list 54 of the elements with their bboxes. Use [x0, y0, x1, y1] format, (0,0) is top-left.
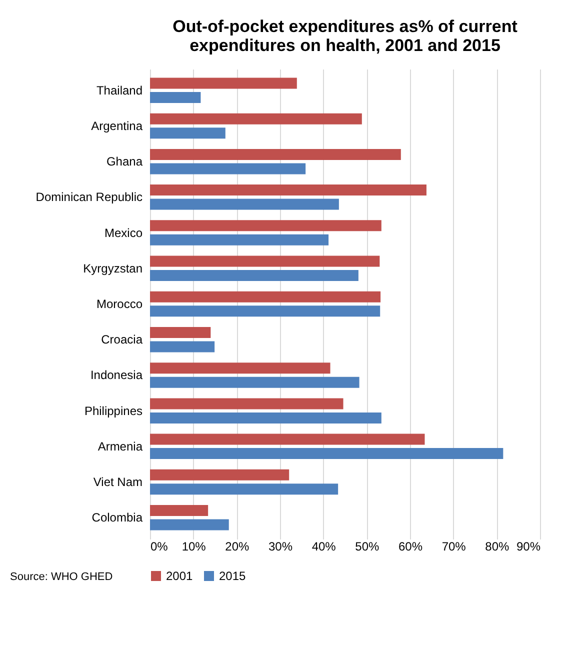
y-tick-label: Kyrgyzstan	[83, 261, 142, 276]
bar	[150, 256, 380, 267]
text: Out-of-pocket expenditures as% of current	[172, 17, 518, 36]
legend-label: 2001	[166, 569, 194, 583]
bar	[150, 78, 297, 89]
x-tick-label: 60%	[398, 540, 423, 554]
x-tick-label: 30%	[268, 540, 293, 554]
x-tick-label: 0%	[150, 540, 168, 554]
bar	[150, 505, 208, 516]
bar	[150, 198, 339, 210]
bar	[150, 306, 380, 317]
bar	[150, 220, 382, 232]
bar	[150, 113, 362, 124]
bar	[150, 92, 201, 103]
y-tick-label: Argentina	[91, 118, 143, 133]
bar	[150, 326, 211, 338]
y-tick-label: Croacia	[101, 332, 143, 347]
bar	[150, 469, 290, 480]
bar	[150, 341, 215, 352]
y-tick-label: Thailand	[96, 83, 142, 98]
y-tick-label: Armenia	[98, 439, 143, 454]
bar	[150, 163, 306, 174]
bar	[150, 398, 344, 410]
bar	[150, 270, 358, 282]
bar	[150, 362, 330, 374]
legend-label: 2015	[219, 569, 246, 583]
bar	[150, 234, 329, 246]
bar	[150, 376, 360, 388]
y-tick-label: Morocco	[96, 297, 143, 311]
bar	[150, 291, 381, 302]
bar	[150, 434, 425, 445]
y-tick-label: Indonesia	[90, 368, 143, 382]
bar	[150, 128, 226, 139]
x-tick-label: 90%	[516, 540, 541, 554]
x-tick-label: 50%	[355, 540, 380, 554]
bar	[150, 412, 382, 424]
y-tick-label: Dominican Republic	[36, 190, 142, 204]
bar	[150, 448, 504, 460]
source-note: Source: WHO GHED	[10, 571, 113, 583]
bar	[150, 484, 338, 495]
bar	[150, 148, 401, 160]
x-tick-label: 40%	[312, 540, 336, 554]
y-tick-label: Mexico	[104, 226, 143, 240]
y-tick-label: Colombia	[92, 510, 143, 525]
x-tick-label: 10%	[182, 540, 206, 554]
y-tick-label: Ghana	[106, 154, 143, 169]
y-tick-label: Viet Nam	[93, 475, 142, 490]
y-tick-label: Philippines	[84, 404, 142, 418]
x-tick-label: 20%	[225, 540, 250, 554]
text: expenditures on health, 2001 and 2015	[190, 36, 500, 55]
bar	[150, 519, 229, 530]
x-tick-label: 70%	[442, 540, 466, 554]
x-tick-label: 80%	[485, 540, 510, 554]
bar	[150, 184, 426, 196]
